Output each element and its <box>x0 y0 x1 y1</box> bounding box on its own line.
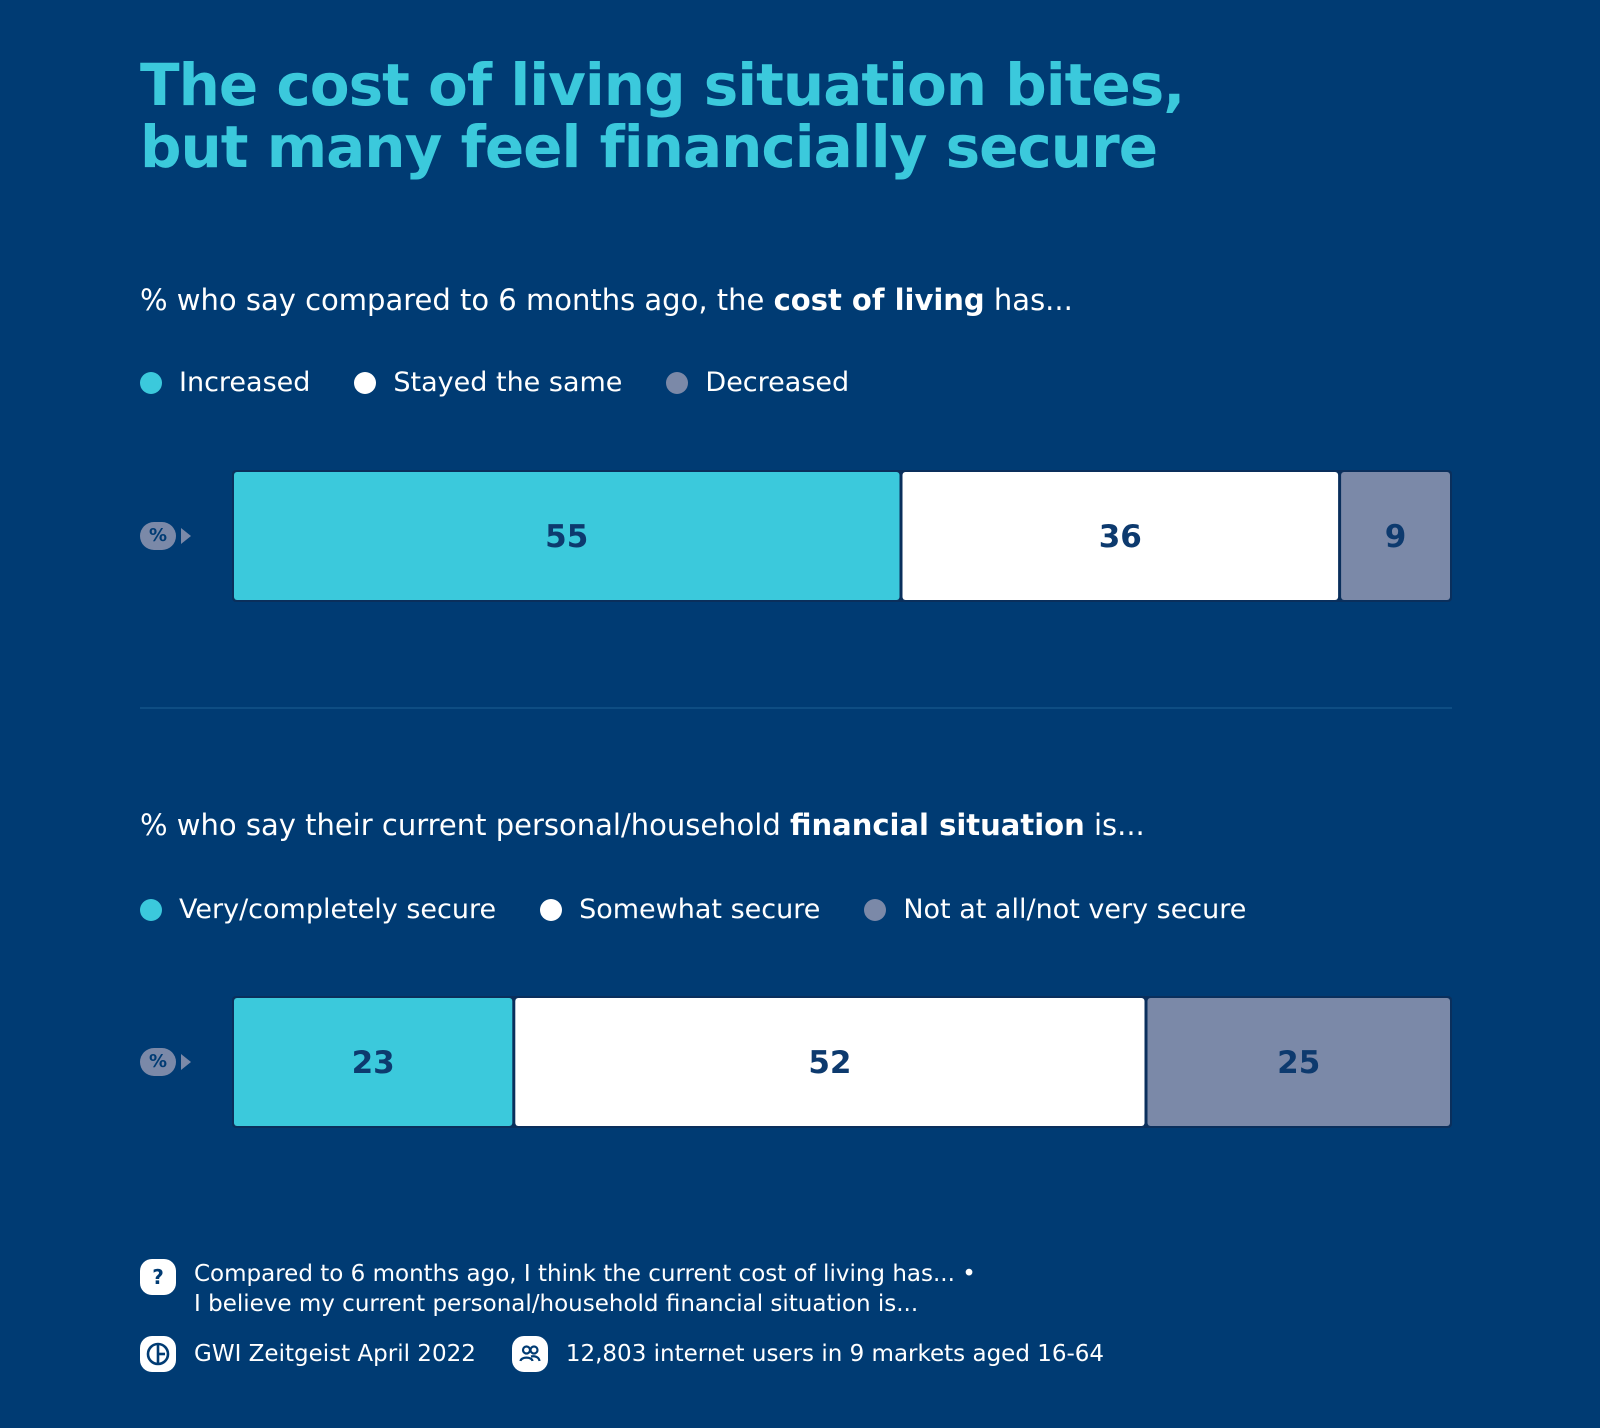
gwi-logo-icon <box>140 1336 176 1372</box>
caret-right-icon <box>181 528 191 544</box>
cost-of-living-subtitle: % who say compared to 6 months ago, the … <box>140 282 1073 318</box>
legend-item-increased: Increased <box>140 366 310 400</box>
source-row: GWI Zeitgeist April 2022 12,803 internet… <box>140 1336 1140 1372</box>
chart-title-line-2: but many feel financially secure <box>140 113 1158 181</box>
subtitle-text: % who say their current personal/househo… <box>140 808 790 842</box>
cost-of-living-legend: Increased Stayed the same Decreased <box>140 366 893 400</box>
white-dot-icon <box>540 899 563 921</box>
caret-right-icon <box>181 1054 191 1070</box>
bar-value-label: 9 <box>1385 519 1407 555</box>
bar-segment <box>902 472 1339 600</box>
legend-item-not-secure: Not at all/not very secure <box>864 893 1246 927</box>
chart-title: The cost of living situation bites, but … <box>140 54 1340 178</box>
bar-value-label: 55 <box>545 519 588 555</box>
bar-value-label: 23 <box>352 1045 395 1081</box>
legend-item-decreased: Decreased <box>666 366 849 400</box>
subtitle-text: % who say compared to 6 months ago, the <box>140 283 774 317</box>
people-icon <box>511 1336 548 1372</box>
percent-marker: % <box>140 522 192 550</box>
legend-label: Somewhat secure <box>579 894 821 925</box>
bar-segment <box>234 472 900 600</box>
bar-value-label: 52 <box>808 1045 851 1081</box>
legend-item-very-secure: Very/completely secure <box>140 893 496 927</box>
bar-segment <box>1147 998 1450 1126</box>
percent-marker: % <box>140 1048 192 1076</box>
grey-dot-icon <box>666 372 689 394</box>
legend-label: Not at all/not very secure <box>903 894 1247 925</box>
audience-text: 12,803 internet users in 9 markets aged … <box>565 1341 1105 1367</box>
question-note: ? Compared to 6 months ago, I think the … <box>140 1259 976 1319</box>
bar-segment <box>515 998 1145 1126</box>
subtitle-text-end: has... <box>984 283 1073 317</box>
legend-label: Increased <box>179 367 311 398</box>
legend-label: Decreased <box>705 367 850 398</box>
financial-situation-subtitle: % who say their current personal/househo… <box>140 807 1145 843</box>
financial-situation-legend: Very/completely secure Somewhat secure N… <box>140 893 1290 927</box>
teal-dot-icon <box>140 372 162 394</box>
financial-situation-stacked-bar: 23 52 25 <box>232 996 1452 1128</box>
question-line-1: Compared to 6 months ago, I think the cu… <box>194 1261 976 1287</box>
audience-item: 12,803 internet users in 9 markets aged … <box>511 1336 1105 1372</box>
legend-item-somewhat-secure: Somewhat secure <box>540 893 820 927</box>
source-item: GWI Zeitgeist April 2022 <box>140 1336 476 1372</box>
question-text: Compared to 6 months ago, I think the cu… <box>194 1259 976 1319</box>
bar-value-label: 25 <box>1277 1045 1320 1081</box>
legend-label: Stayed the same <box>393 367 623 398</box>
subtitle-text-end: is... <box>1084 808 1145 842</box>
question-line-2: I believe my current personal/household … <box>194 1291 919 1317</box>
bar-segment <box>1341 472 1450 600</box>
section-divider <box>140 707 1452 709</box>
question-icon: ? <box>140 1259 176 1295</box>
white-dot-icon <box>354 372 377 394</box>
source-text: GWI Zeitgeist April 2022 <box>194 1341 476 1367</box>
financial-situation-bar: 23 52 25 <box>232 996 1452 1128</box>
percent-badge: % <box>140 1048 176 1076</box>
grey-dot-icon <box>864 899 887 921</box>
bar-segment <box>234 998 513 1126</box>
legend-item-stayed-the-same: Stayed the same <box>354 366 622 400</box>
cost-of-living-bar: 55 36 9 <box>232 470 1452 602</box>
subtitle-bold-text: financial situation <box>789 808 1085 842</box>
subtitle-bold-text: cost of living <box>773 283 985 317</box>
teal-dot-icon <box>140 899 162 921</box>
percent-badge: % <box>140 522 176 550</box>
legend-label: Very/completely secure <box>179 894 497 925</box>
cost-of-living-stacked-bar: 55 36 9 <box>232 470 1452 602</box>
chart-title-line-1: The cost of living situation bites, <box>140 51 1185 119</box>
bar-value-label: 36 <box>1099 519 1142 555</box>
